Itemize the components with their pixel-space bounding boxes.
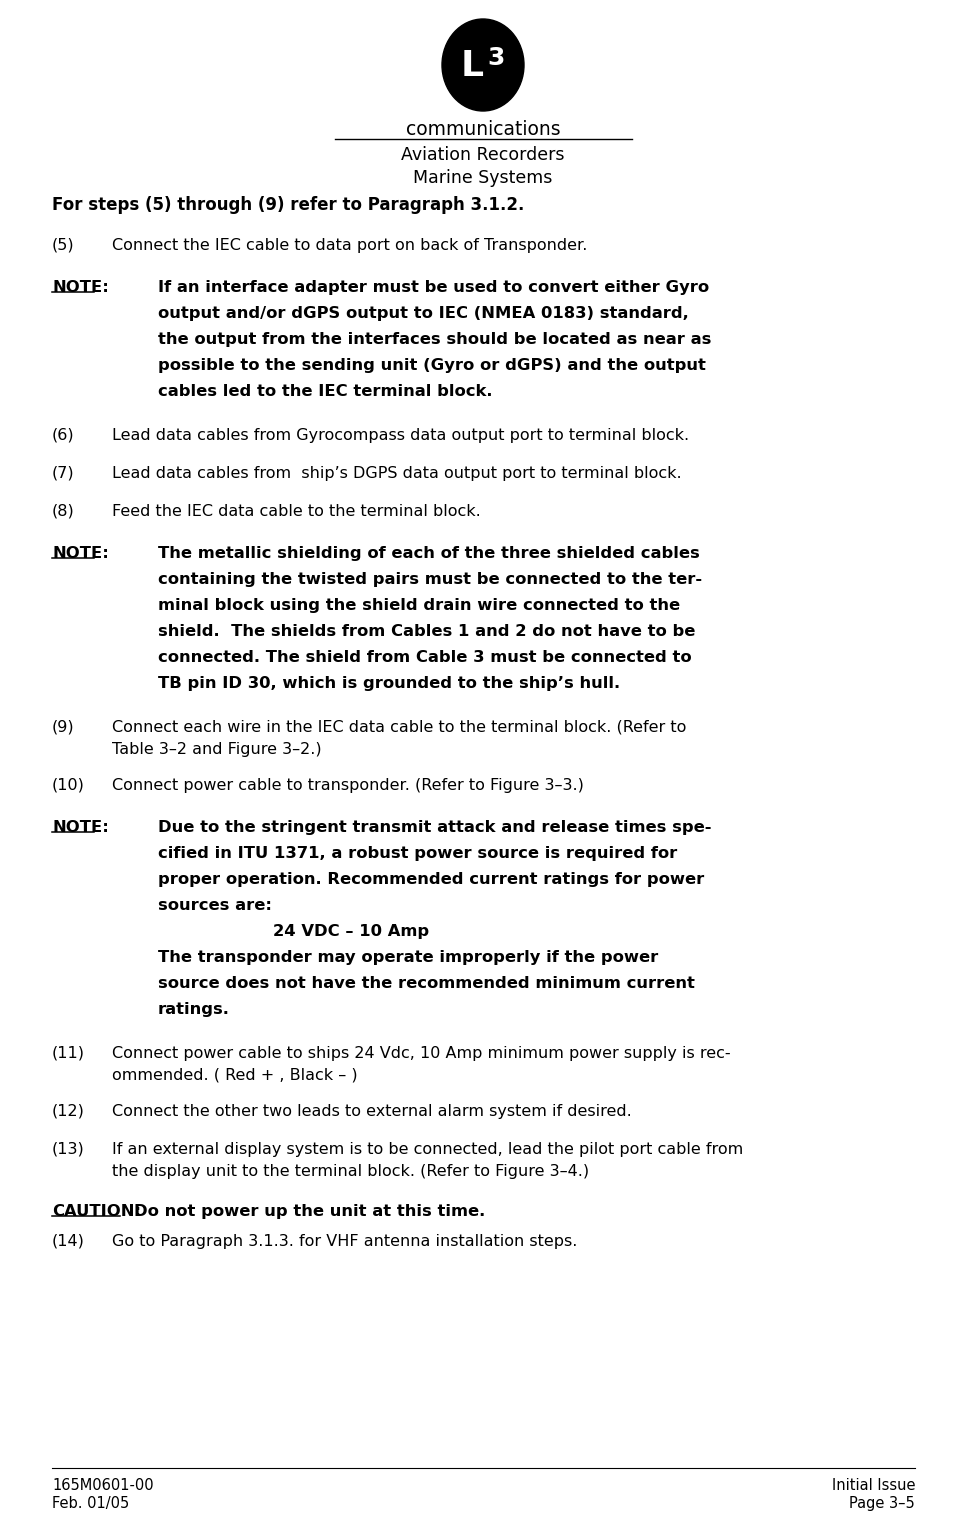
Text: Marine Systems: Marine Systems [413, 169, 553, 186]
Text: Page 3–5: Page 3–5 [849, 1496, 915, 1512]
Text: proper operation. Recommended current ratings for power: proper operation. Recommended current ra… [158, 872, 704, 887]
Text: containing the twisted pairs must be connected to the ter-: containing the twisted pairs must be con… [158, 573, 702, 586]
Text: Feb. 01/05: Feb. 01/05 [52, 1496, 130, 1512]
Text: Table 3–2 and Figure 3–2.): Table 3–2 and Figure 3–2.) [112, 742, 322, 757]
Text: (11): (11) [52, 1046, 85, 1061]
Text: connected. The shield from Cable 3 must be connected to: connected. The shield from Cable 3 must … [158, 651, 691, 664]
Text: cables led to the IEC terminal block.: cables led to the IEC terminal block. [158, 383, 492, 399]
Text: Initial Issue: Initial Issue [832, 1478, 915, 1493]
Text: Do not power up the unit at this time.: Do not power up the unit at this time. [134, 1203, 485, 1219]
Ellipse shape [442, 18, 524, 111]
Text: the display unit to the terminal block. (Refer to Figure 3–4.): the display unit to the terminal block. … [112, 1164, 589, 1179]
Text: cified in ITU 1371, a robust power source is required for: cified in ITU 1371, a robust power sourc… [158, 846, 677, 861]
Text: NOTE:: NOTE: [52, 820, 109, 835]
Text: Connect the IEC cable to data port on back of Transponder.: Connect the IEC cable to data port on ba… [112, 238, 587, 253]
Text: L: L [460, 49, 484, 82]
Text: (14): (14) [52, 1234, 85, 1249]
Text: communications: communications [406, 121, 560, 139]
Text: source does not have the recommended minimum current: source does not have the recommended min… [158, 976, 695, 991]
Text: (9): (9) [52, 721, 74, 734]
Text: minal block using the shield drain wire connected to the: minal block using the shield drain wire … [158, 599, 680, 612]
Text: Lead data cables from Gyrocompass data output port to terminal block.: Lead data cables from Gyrocompass data o… [112, 428, 689, 443]
Text: Connect power cable to ships 24 Vdc, 10 Amp minimum power supply is rec-: Connect power cable to ships 24 Vdc, 10 … [112, 1046, 731, 1061]
Text: the output from the interfaces should be located as near as: the output from the interfaces should be… [158, 331, 712, 347]
Text: ommended. ( Red + , Black – ): ommended. ( Red + , Black – ) [112, 1067, 358, 1083]
Text: output and/or dGPS output to IEC (NMEA 0183) standard,: output and/or dGPS output to IEC (NMEA 0… [158, 305, 689, 321]
Text: CAUTION:: CAUTION: [52, 1203, 141, 1219]
Text: Connect power cable to transponder. (Refer to Figure 3–3.): Connect power cable to transponder. (Ref… [112, 777, 584, 793]
Text: (7): (7) [52, 466, 74, 481]
Text: possible to the sending unit (Gyro or dGPS) and the output: possible to the sending unit (Gyro or dG… [158, 357, 706, 373]
Text: NOTE:: NOTE: [52, 279, 109, 295]
Text: (12): (12) [52, 1104, 85, 1119]
Text: 165M0601-00: 165M0601-00 [52, 1478, 154, 1493]
Text: (8): (8) [52, 504, 74, 519]
Text: NOTE:: NOTE: [52, 547, 109, 560]
Text: Feed the IEC data cable to the terminal block.: Feed the IEC data cable to the terminal … [112, 504, 481, 519]
Text: The transponder may operate improperly if the power: The transponder may operate improperly i… [158, 950, 659, 965]
Text: If an interface adapter must be used to convert either Gyro: If an interface adapter must be used to … [158, 279, 709, 295]
Text: 24 VDC – 10 Amp: 24 VDC – 10 Amp [158, 924, 429, 939]
Text: (10): (10) [52, 777, 85, 793]
Text: Aviation Recorders: Aviation Recorders [401, 147, 565, 163]
Text: Connect the other two leads to external alarm system if desired.: Connect the other two leads to external … [112, 1104, 631, 1119]
Text: Lead data cables from  ship’s DGPS data output port to terminal block.: Lead data cables from ship’s DGPS data o… [112, 466, 682, 481]
Text: (13): (13) [52, 1142, 85, 1157]
Text: The metallic shielding of each of the three shielded cables: The metallic shielding of each of the th… [158, 547, 700, 560]
Text: TB pin ID 30, which is grounded to the ship’s hull.: TB pin ID 30, which is grounded to the s… [158, 676, 620, 692]
Text: Go to Paragraph 3.1.3. for VHF antenna installation steps.: Go to Paragraph 3.1.3. for VHF antenna i… [112, 1234, 577, 1249]
Text: If an external display system is to be connected, lead the pilot port cable from: If an external display system is to be c… [112, 1142, 744, 1157]
Text: Due to the stringent transmit attack and release times spe-: Due to the stringent transmit attack and… [158, 820, 712, 835]
Text: (6): (6) [52, 428, 74, 443]
Text: ratings.: ratings. [158, 1002, 230, 1017]
Text: For steps (5) through (9) refer to Paragraph 3.1.2.: For steps (5) through (9) refer to Parag… [52, 195, 524, 214]
Text: shield.  The shields from Cables 1 and 2 do not have to be: shield. The shields from Cables 1 and 2 … [158, 625, 695, 638]
Text: sources are:: sources are: [158, 898, 272, 913]
Text: Connect each wire in the IEC data cable to the terminal block. (Refer to: Connect each wire in the IEC data cable … [112, 721, 687, 734]
Text: (5): (5) [52, 238, 74, 253]
Text: 3: 3 [487, 46, 505, 70]
